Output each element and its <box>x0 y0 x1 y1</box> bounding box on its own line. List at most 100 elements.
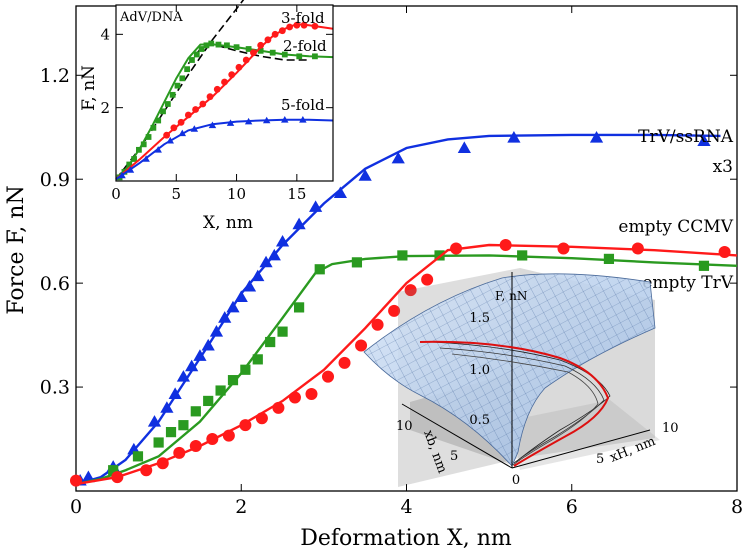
main-point-empty-ccmv <box>404 284 417 297</box>
inset-point-2-fold <box>184 66 191 73</box>
main-x-tick-label: 8 <box>731 496 743 518</box>
surface-3d-inset: F, nN 1.5 1.0 0.5 0 10 5 xb, nm 5 10 xH,… <box>363 268 679 488</box>
main-point-empty-ccmv <box>450 242 463 255</box>
inset-x-tick-label: 0 <box>111 185 121 203</box>
main-point-empty-trv <box>265 336 276 348</box>
inset-point-2-fold <box>281 51 288 58</box>
main-point-empty-trv <box>240 364 251 375</box>
inset-point-2-fold <box>189 57 195 63</box>
main-x-axis-label: Deformation X, nm <box>300 526 512 551</box>
main-y-axis-label: Force F, nN <box>4 185 29 314</box>
surface-z-tick-1-0: 1.0 <box>469 363 490 378</box>
main-point-trv-ssrna <box>333 186 347 199</box>
inset-point-3-fold <box>242 56 250 64</box>
surface-xb-tick-10: 10 <box>396 419 413 434</box>
main-point-trv-ssrna <box>193 349 207 361</box>
main-point-empty-ccmv <box>206 433 219 446</box>
inset-point-2-fold <box>198 46 205 52</box>
inset-x-tick-label: 15 <box>287 185 306 203</box>
main-point-empty-ccmv <box>272 401 285 414</box>
inset-x-tick-label: 10 <box>227 185 246 203</box>
inset-chart: 0 5 10 15 2 4 X, nm F, nN AdV/DNA 3-fold 2-fo… <box>79 0 334 233</box>
main-point-empty-ccmv <box>371 318 384 331</box>
main-x-tick-label: 6 <box>566 496 578 518</box>
inset-series-5-fold <box>115 116 334 181</box>
main-point-empty-ccmv <box>557 242 570 255</box>
main-series-empty-ccmv <box>70 239 738 487</box>
main-point-trv-ssrna <box>185 359 199 372</box>
main-point-empty-trv <box>603 253 615 264</box>
main-point-empty-trv <box>293 302 305 313</box>
inset-point-2-fold <box>160 108 166 115</box>
main-point-empty-ccmv <box>718 245 731 258</box>
main-point-empty-ccmv <box>70 474 82 487</box>
inset-point-3-fold <box>235 63 243 71</box>
inset-point-5-fold <box>226 119 235 126</box>
main-point-empty-trv <box>203 395 214 407</box>
inset-point-2-fold <box>193 51 200 58</box>
main-point-empty-trv <box>108 465 119 476</box>
inset-point-2-fold <box>131 156 137 162</box>
inset-x-tick-label: 5 <box>172 185 182 203</box>
main-point-trv-ssrna <box>226 300 240 313</box>
main-point-empty-ccmv <box>222 429 235 442</box>
surface-xh-tick-10: 10 <box>662 421 679 436</box>
inset-point-2-fold <box>208 40 215 47</box>
main-point-empty-ccmv <box>338 356 351 369</box>
main-point-trv-ssrna <box>507 131 521 143</box>
main-point-empty-trv <box>252 354 263 365</box>
main-point-empty-ccmv <box>421 273 434 286</box>
inset-point-5-fold <box>126 166 135 173</box>
main-point-empty-trv <box>698 260 710 271</box>
label-5-fold: 5-fold <box>281 96 325 114</box>
inset-point-5-fold <box>299 116 307 123</box>
inset-point-3-fold <box>228 71 236 79</box>
label-trv-ssrna: TrV/ssRNA <box>638 127 734 147</box>
main-point-empty-ccmv <box>388 304 401 317</box>
main-point-empty-trv <box>397 250 408 261</box>
inset-point-2-fold <box>126 161 133 168</box>
inset-point-3-fold <box>311 22 319 30</box>
main-point-empty-ccmv <box>239 419 252 432</box>
label-empty-ccmv: empty CCMV <box>618 217 733 237</box>
main-point-empty-ccmv <box>156 457 169 470</box>
main-point-trv-ssrna <box>176 370 191 382</box>
surface-z-tick-0: 0 <box>512 473 520 488</box>
inset-point-3-fold <box>163 131 171 139</box>
main-point-empty-trv <box>351 257 363 268</box>
surface-experiment-curve-1 <box>429 341 611 463</box>
inset-point-3-fold <box>250 49 257 57</box>
inset-point-5-fold <box>190 125 199 132</box>
main-point-empty-ccmv <box>305 388 318 400</box>
inset-point-5-fold <box>154 146 162 153</box>
inset-fit-line-5-fold <box>115 118 334 181</box>
inset-point-5-fold <box>142 155 150 162</box>
inset-point-3-fold <box>278 27 286 35</box>
main-point-empty-trv <box>165 427 177 438</box>
main-point-trv-ssrna <box>292 217 306 230</box>
inset-point-3-fold <box>293 21 301 29</box>
inset-point-3-fold <box>221 78 228 86</box>
inset-point-2-fold <box>164 101 171 107</box>
main-point-trv-ssrna <box>391 151 405 164</box>
inset-point-3-fold <box>192 106 199 113</box>
inset-y-tick-label: 2 <box>100 99 110 117</box>
inset-point-5-fold <box>281 116 289 123</box>
inset-point-2-fold <box>203 42 210 49</box>
inset-point-2-fold <box>245 46 252 52</box>
surface-floor-right <box>512 400 660 470</box>
main-point-empty-ccmv <box>631 242 644 255</box>
main-point-empty-ccmv <box>288 391 301 404</box>
main-y-tick-label: 1.2 <box>40 65 70 87</box>
main-y-tick-label: 0.3 <box>40 377 70 399</box>
main-point-empty-ccmv <box>255 412 268 425</box>
main-point-empty-ccmv <box>355 339 368 352</box>
main-point-empty-trv <box>517 250 528 261</box>
inset-point-5-fold <box>118 171 126 179</box>
main-chart: 0 2 4 6 8 0.3 0.6 0.9 1.2 Deformation X, nm Forc… <box>4 5 743 551</box>
main-point-trv-ssrna <box>160 401 174 413</box>
main-point-trv-ssrna <box>457 141 471 153</box>
main-fit-line-trv-ssrna <box>75 133 721 486</box>
inset-point-2-fold <box>233 44 240 51</box>
